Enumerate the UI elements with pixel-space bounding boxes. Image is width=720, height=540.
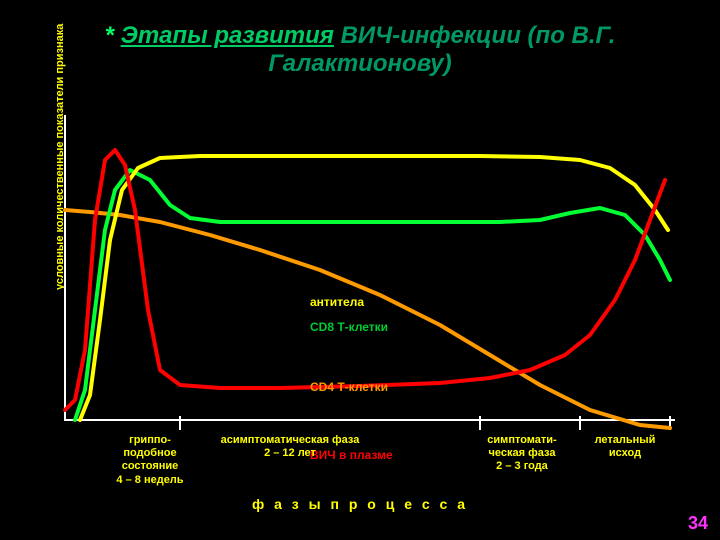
phase-label: симптомати-ческая фаза2 – 3 года: [467, 434, 577, 474]
slide: { "title": { "bullet": "*", "underlined"…: [0, 0, 720, 540]
x-axis-label: ф а з ы п р о ц е с с а: [0, 496, 720, 512]
label-cd8: CD8 Т-клетки: [310, 320, 388, 334]
label-cd4: CD4 Т-клетки: [310, 380, 388, 394]
title-rest-1: ВИЧ-инфекции (по В.Г.: [334, 22, 616, 49]
page-number: 34: [688, 513, 708, 534]
phase-label: гриппо-подобноесостояние4 – 8 недель: [100, 434, 200, 487]
title-underlined: Этапы развития: [121, 22, 334, 49]
label-antibodies: антитела: [310, 295, 364, 309]
slide-title: * Этапы развития ВИЧ-инфекции (по В.Г. Г…: [0, 22, 720, 78]
title-line-1: * Этапы развития ВИЧ-инфекции (по В.Г.: [0, 22, 720, 50]
title-line-2: Галактионову): [0, 50, 720, 78]
phase-label: летальныйисход: [580, 434, 670, 460]
title-bullet: *: [105, 22, 114, 49]
phase-label: асимптоматическая фаза2 – 12 лет: [190, 434, 390, 460]
